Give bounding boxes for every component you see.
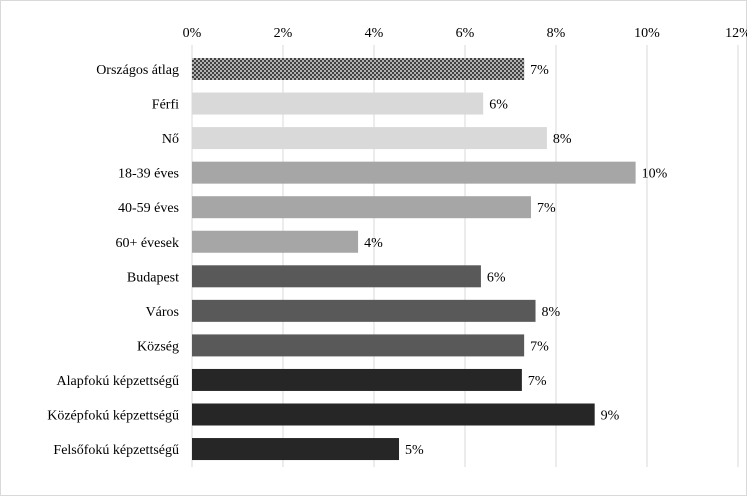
- data-label: 7%: [528, 374, 547, 389]
- data-label: 5%: [405, 443, 424, 458]
- data-label: 10%: [642, 167, 668, 182]
- data-label: 8%: [542, 305, 561, 320]
- data-label: 4%: [364, 236, 383, 251]
- category-label: Középfokú képzettségű: [47, 409, 179, 424]
- category-labels: Országos átlag Férfi Nő 18-39 éves 40-59 éve…: [47, 63, 179, 458]
- data-label: 8%: [553, 132, 572, 147]
- category-label: Budapest: [127, 270, 179, 285]
- category-label: 18-39 éves: [118, 167, 179, 182]
- bar: [192, 127, 547, 150]
- bar: [192, 299, 536, 322]
- data-label: 7%: [530, 339, 549, 354]
- data-label: 9%: [601, 409, 620, 424]
- bar: [192, 265, 481, 288]
- x-tick-label: 12%: [725, 26, 747, 41]
- category-label: Férfi: [152, 98, 179, 113]
- data-label: 7%: [537, 201, 556, 216]
- bar: [192, 58, 525, 80]
- gridlines: [191, 45, 739, 467]
- category-label: Község: [137, 339, 179, 354]
- bar: [192, 92, 484, 115]
- bar: [192, 230, 359, 253]
- bars: [192, 58, 636, 461]
- category-label: Nő: [162, 132, 179, 147]
- category-label: Város: [146, 305, 179, 320]
- x-tick-label: 8%: [547, 26, 566, 41]
- x-tick-label: 0%: [183, 26, 202, 41]
- bar: [192, 403, 595, 426]
- data-label: 6%: [489, 98, 508, 113]
- x-tick-label: 4%: [365, 26, 384, 41]
- category-label: 40-59 éves: [118, 201, 179, 216]
- x-tick-label: 10%: [634, 26, 660, 41]
- bar: [192, 161, 636, 184]
- category-label: Országos átlag: [96, 63, 179, 78]
- x-tick-label: 2%: [274, 26, 293, 41]
- x-axis-ticks: 0% 2% 4% 6% 8% 10% 12%: [183, 26, 747, 41]
- value-labels: 7% 6% 8% 10% 7% 4% 6% 8% 7% 7% 9% 5%: [364, 63, 668, 458]
- category-label: Alapfokú képzettségű: [57, 374, 179, 389]
- category-label: 60+ évesek: [116, 236, 180, 251]
- bar: [192, 196, 531, 219]
- bar: [192, 334, 525, 357]
- bar: [192, 368, 522, 391]
- x-tick-label: 6%: [456, 26, 475, 41]
- category-label: Felsőfokú képzettségű: [53, 443, 179, 458]
- bar: [192, 438, 400, 461]
- data-label: 6%: [487, 270, 506, 285]
- data-label: 7%: [530, 63, 549, 78]
